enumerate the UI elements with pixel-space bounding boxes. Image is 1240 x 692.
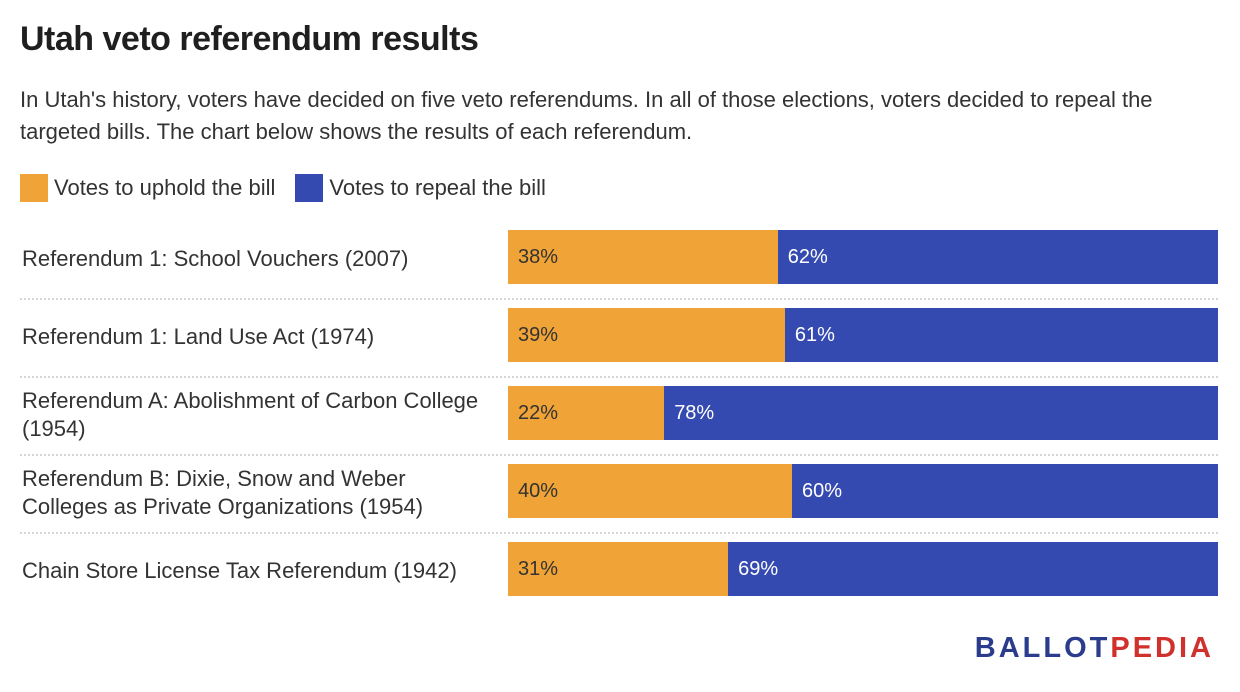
data-label: 78% [674,401,715,424]
stacked-bar: 40% 60% [508,464,1218,518]
category-label: Referendum A: Abolishment of Carbon Coll… [22,388,479,441]
chart-subtitle: In Utah's history, voters have decided o… [20,87,1153,144]
bar-segment-uphold: 40% [508,464,792,518]
logo-part-pedia: PEDIA [1110,632,1214,664]
bar-row: Referendum A: Abolishment of Carbon Coll… [20,378,1218,456]
bar-segment-repeal: 78% [664,386,1218,440]
legend-label-uphold: Votes to uphold the bill [54,175,276,200]
stacked-bar: 31% 69% [508,542,1218,596]
bar-row: Referendum B: Dixie, Snow and Weber Coll… [20,456,1218,534]
bar-segment-uphold: 38% [508,230,778,284]
data-label: 31% [518,557,559,580]
bar-segment-repeal: 60% [792,464,1218,518]
data-label: 62% [787,245,828,268]
logo-part-ballot: BALLOT [974,632,1111,664]
data-label: 60% [802,479,843,502]
legend-item-repeal: Votes to repeal the bill [295,174,546,202]
stacked-bar: 38% 62% [508,230,1218,284]
bar-segment-repeal: 61% [784,308,1218,362]
bar-row: Referendum 1: School Vouchers (2007) 38% 6… [20,222,1218,300]
legend-swatch-repeal [295,174,324,202]
data-label: 40% [518,479,559,502]
data-label: 61% [794,323,835,346]
bar-row: Referendum 1: Land Use Act (1974) 39% 61% [20,300,1218,378]
bar-segment-repeal: 62% [777,230,1218,284]
legend-swatch-uphold [20,174,48,202]
category-label: Chain Store License Tax Referendum (1942… [22,558,457,583]
category-label: Referendum 1: School Vouchers (2007) [22,246,409,271]
legend-item-uphold: Votes to uphold the bill [20,174,275,202]
bar-segment-uphold: 39% [508,308,785,362]
bar-segment-uphold: 22% [508,386,665,440]
data-label: 69% [738,557,779,580]
bar-segment-repeal: 69% [728,542,1218,596]
category-label: Referendum B: Dixie, Snow and Weber Coll… [22,466,424,519]
data-label: 38% [518,245,559,268]
legend-label-repeal: Votes to repeal the bill [329,175,546,200]
stacked-bar: 39% 61% [508,308,1218,362]
bar-row: Chain Store License Tax Referendum (1942… [20,534,1218,612]
data-label: 22% [518,401,559,424]
data-label: 39% [518,323,559,346]
chart-legend: Votes to uphold the bill Votes to repeal… [20,172,566,204]
bar-segment-uphold: 31% [508,542,729,596]
ballotpedia-logo: BALLOTPEDIA [975,632,1214,665]
chart-rows: Referendum 1: School Vouchers (2007) 38% 6… [20,222,1218,612]
stacked-bar: 22% 78% [508,386,1218,440]
chart-title: Utah veto referendum results [20,20,479,58]
category-label: Referendum 1: Land Use Act (1974) [22,324,375,349]
